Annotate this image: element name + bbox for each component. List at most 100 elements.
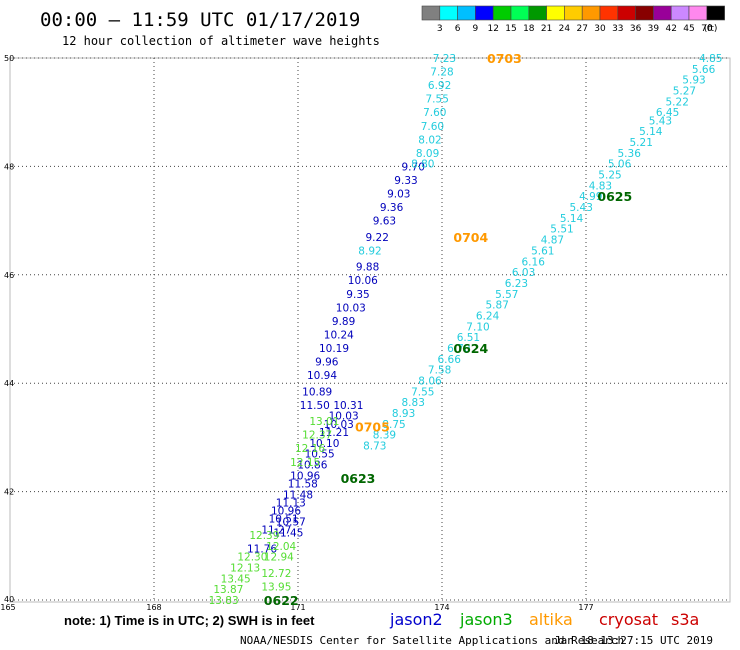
swh-value: 5.25 bbox=[598, 170, 621, 182]
swh-value: 9.03 bbox=[387, 189, 410, 201]
swh-value: 4.83 bbox=[589, 180, 612, 192]
swh-value: 9.22 bbox=[366, 232, 389, 244]
swh-value: 12.37 bbox=[302, 430, 332, 442]
swh-value: 10.06 bbox=[348, 275, 378, 287]
swh-value: 5.21 bbox=[630, 137, 653, 149]
colorbar-swatch bbox=[439, 5, 458, 21]
colorbar-swatch bbox=[599, 5, 619, 21]
swh-value: 11.76 bbox=[247, 544, 277, 556]
swh-value: 10.55 bbox=[305, 449, 335, 461]
pass-time-label: 0622 bbox=[264, 593, 299, 608]
chart-subtitle: 12 hour collection of altimeter wave hei… bbox=[62, 34, 380, 48]
colorbar-swatch bbox=[510, 5, 530, 21]
swh-value: 10.89 bbox=[302, 386, 332, 398]
colorbar-swatch bbox=[706, 5, 725, 21]
colorbar-label: 6 bbox=[455, 24, 461, 34]
colorbar-label: 27 bbox=[576, 24, 587, 34]
colorbar-swatch bbox=[564, 5, 583, 21]
x-tick-label: 168 bbox=[146, 603, 161, 612]
swh-value: 11.27 bbox=[261, 525, 291, 537]
pass-time-label: 0704 bbox=[453, 230, 488, 245]
pass-time-label: 0703 bbox=[487, 51, 522, 66]
swh-value: 11.58 bbox=[288, 478, 318, 490]
colorbar-swatch bbox=[528, 5, 547, 21]
x-tick-label: 165 bbox=[0, 603, 15, 612]
colorbar-label: 36 bbox=[630, 24, 642, 34]
swh-value: 5.06 bbox=[608, 159, 632, 171]
colorbar-swatch bbox=[492, 5, 512, 21]
legend-jason2: jason2 bbox=[389, 610, 443, 629]
swh-value: 5.36 bbox=[618, 148, 642, 160]
colorbar-label: 42 bbox=[665, 24, 676, 34]
swh-value: 10.31 bbox=[333, 400, 363, 412]
y-tick-label: 50 bbox=[4, 54, 14, 63]
colorbar: 3 6 9 12 15 18 21 24 27 30 33 36 39 42 45 70(ft) bbox=[421, 5, 725, 34]
swh-value: 10.51 bbox=[269, 514, 299, 526]
chart-title: 00:00 – 11:59 UTC 01/17/2019 bbox=[40, 9, 360, 31]
colorbar-label: 9 bbox=[473, 24, 479, 34]
swh-value: 6.16 bbox=[522, 256, 546, 268]
colorbar-label: 21 bbox=[541, 24, 552, 34]
swh-value: 10.96 bbox=[271, 506, 301, 518]
pass-time-label: 0624 bbox=[453, 341, 488, 356]
colorbar-swatch bbox=[670, 5, 690, 21]
colorbar-swatch bbox=[653, 5, 672, 21]
swh-value: 5.27 bbox=[673, 86, 696, 98]
swh-value: 13.01 bbox=[309, 416, 339, 428]
swh-value: 10.10 bbox=[309, 438, 339, 450]
swh-value: 4.85 bbox=[699, 53, 722, 65]
swh-value: 5.57 bbox=[495, 289, 518, 301]
pass-time-label: 0705 bbox=[355, 420, 390, 435]
swh-value: 9.63 bbox=[373, 216, 396, 228]
credit-text: NOAA/NESDIS Center for Satellite Applica… bbox=[240, 634, 624, 647]
x-tick-label: 177 bbox=[578, 603, 593, 612]
swh-value: 13.83 bbox=[209, 595, 239, 607]
colorbar-label: 15 bbox=[505, 24, 516, 34]
axis-ticks: 165 168 171 174 177 42 44 46 48 50 40 bbox=[0, 54, 593, 612]
swh-value: 11.45 bbox=[273, 527, 303, 539]
swh-value: 10.19 bbox=[319, 343, 349, 355]
swh-value: 8.75 bbox=[382, 419, 405, 431]
pass-time-label: 0623 bbox=[341, 471, 376, 486]
grid bbox=[10, 57, 730, 601]
swh-value: 6.92 bbox=[428, 80, 451, 92]
swh-value: 10.24 bbox=[324, 329, 354, 341]
swh-value: 12.16 bbox=[295, 443, 325, 455]
swh-value: 9.35 bbox=[346, 289, 369, 301]
y-tick-label: 46 bbox=[4, 271, 14, 280]
swh-value: 10.96 bbox=[290, 470, 320, 482]
colorbar-label: (ft) bbox=[704, 24, 718, 34]
swh-value: 11.50 bbox=[300, 400, 330, 412]
swh-value: 6.45 bbox=[656, 107, 679, 119]
colorbar-label: 24 bbox=[559, 24, 571, 34]
swh-value: 7.58 bbox=[428, 365, 451, 377]
colorbar-label: 18 bbox=[523, 24, 535, 34]
swh-value: 6.23 bbox=[505, 278, 528, 290]
swh-value: 6.03 bbox=[512, 267, 535, 279]
x-tick-label: 174 bbox=[434, 603, 449, 612]
legend-jason3: jason3 bbox=[459, 610, 513, 629]
plot-frame bbox=[9, 57, 731, 603]
swh-value: 7.60 bbox=[421, 121, 444, 133]
colorbar-label: 30 bbox=[594, 24, 606, 34]
swh-value: 12.39 bbox=[249, 530, 279, 542]
swh-value: 8.93 bbox=[392, 408, 415, 420]
swh-value: 12.30 bbox=[237, 552, 267, 564]
swh-value: 10.86 bbox=[297, 460, 327, 472]
swh-value: 4.99 bbox=[579, 191, 602, 203]
colorbar-swatch bbox=[688, 5, 708, 21]
swh-value: 6.70 bbox=[447, 343, 470, 355]
y-tick-label: 44 bbox=[4, 379, 14, 388]
swh-value: 10.03 bbox=[336, 302, 366, 314]
legend-cryosat: cryosat bbox=[599, 610, 658, 629]
swh-value: 8.39 bbox=[373, 430, 396, 442]
swh-value: 8.92 bbox=[358, 245, 381, 257]
legend: jason2 jason3 altika cryosat s3a bbox=[389, 610, 699, 629]
swh-value: 9.70 bbox=[402, 161, 425, 173]
colorbar-label: 12 bbox=[487, 24, 498, 34]
swh-value: 5.61 bbox=[531, 245, 554, 257]
swh-value: 9.33 bbox=[394, 175, 417, 187]
swh-value: 5.22 bbox=[666, 96, 689, 108]
colorbar-swatch bbox=[421, 5, 441, 21]
